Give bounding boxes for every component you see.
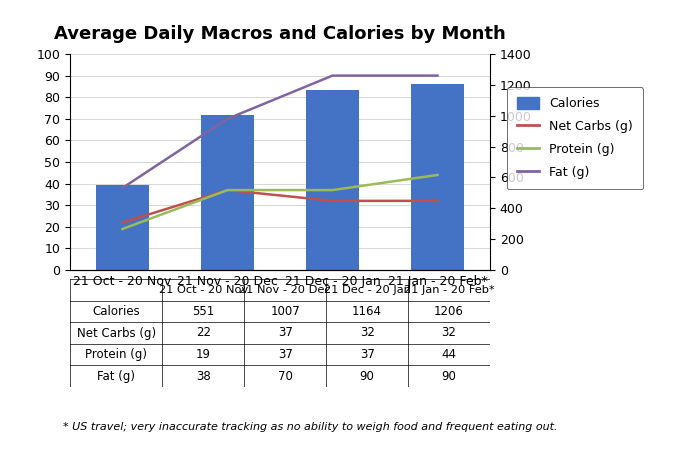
- Text: 1206: 1206: [434, 305, 464, 318]
- Text: Protein (g): Protein (g): [85, 348, 147, 361]
- Text: 32: 32: [360, 327, 374, 339]
- Text: Average Daily Macros and Calories by Month: Average Daily Macros and Calories by Mon…: [54, 25, 506, 43]
- Text: 37: 37: [278, 348, 293, 361]
- Text: 551: 551: [193, 305, 214, 318]
- Bar: [411, 84, 463, 270]
- Text: 1164: 1164: [352, 305, 382, 318]
- Legend: Calories, Net Carbs (g), Protein (g), Fat (g): Calories, Net Carbs (g), Protein (g), Fa…: [507, 87, 643, 189]
- Text: 21 Dec - 20 Jan: 21 Dec - 20 Jan: [323, 285, 411, 295]
- Text: 90: 90: [442, 370, 456, 382]
- Text: Calories: Calories: [92, 305, 140, 318]
- Text: 38: 38: [196, 370, 211, 382]
- Text: Fat (g): Fat (g): [97, 370, 135, 382]
- Text: 37: 37: [278, 327, 293, 339]
- Text: 1007: 1007: [270, 305, 300, 318]
- Text: Net Carbs (g): Net Carbs (g): [76, 327, 156, 339]
- Text: 32: 32: [442, 327, 456, 339]
- Text: 44: 44: [442, 348, 456, 361]
- Text: 21 Oct - 20 Nov: 21 Oct - 20 Nov: [159, 285, 248, 295]
- Text: 22: 22: [196, 327, 211, 339]
- Bar: [306, 90, 358, 270]
- Bar: [97, 185, 148, 270]
- Text: * US travel; very inaccurate tracking as no ability to weigh food and frequent e: * US travel; very inaccurate tracking as…: [63, 422, 557, 432]
- Text: 37: 37: [360, 348, 374, 361]
- Text: 19: 19: [196, 348, 211, 361]
- Bar: [201, 115, 253, 270]
- Text: 90: 90: [360, 370, 374, 382]
- Text: 70: 70: [278, 370, 293, 382]
- Text: 21 Jan - 20 Feb*: 21 Jan - 20 Feb*: [404, 285, 494, 295]
- Text: 21 Nov - 20 Dec: 21 Nov - 20 Dec: [239, 285, 331, 295]
